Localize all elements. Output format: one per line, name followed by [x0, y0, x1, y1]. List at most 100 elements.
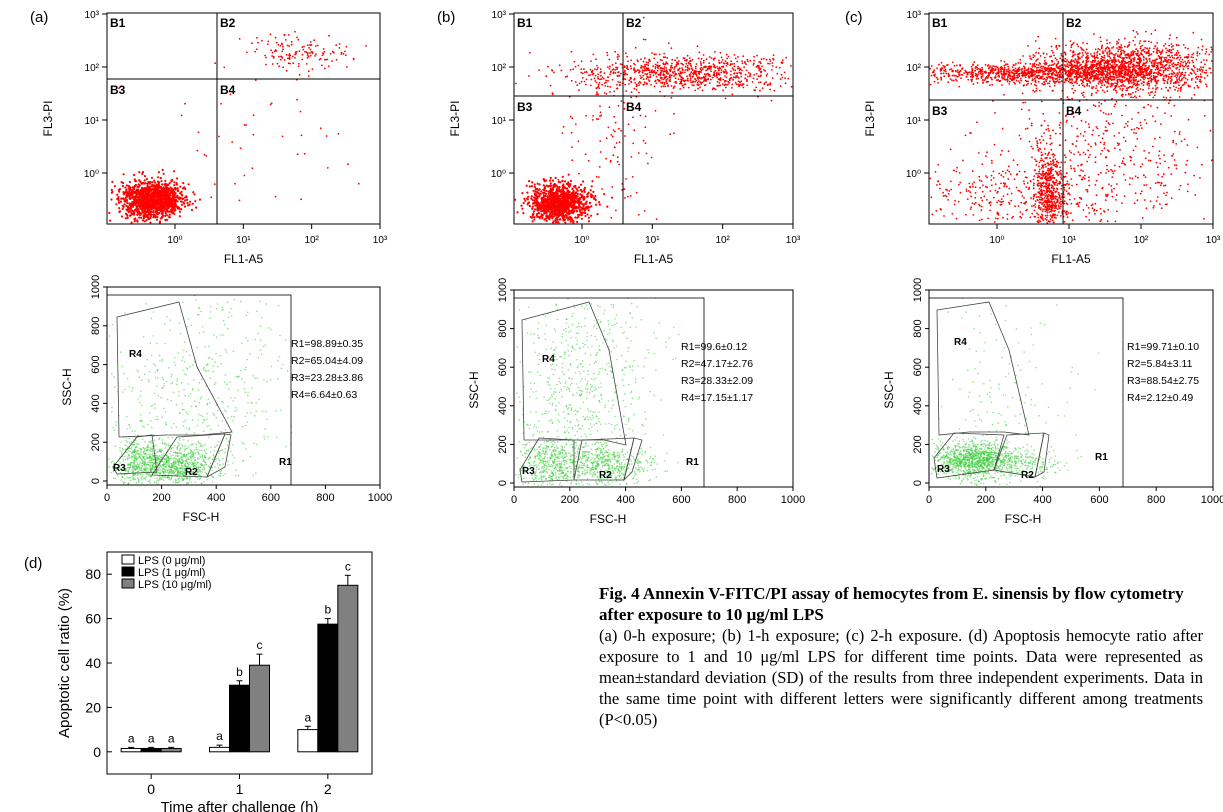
data-point [281, 50, 284, 53]
data-point [1066, 63, 1069, 66]
data-point [1015, 70, 1017, 73]
data-point [661, 81, 664, 84]
data-point [1070, 46, 1073, 49]
data-point [151, 203, 154, 207]
data-point [665, 72, 668, 74]
data-point [766, 73, 768, 75]
data-point [329, 53, 332, 55]
data-point [1029, 55, 1031, 58]
data-point [170, 202, 173, 205]
data-point [1031, 71, 1034, 73]
data-point [638, 91, 640, 94]
x-tick-label: 10² [715, 235, 730, 246]
data-point [1205, 51, 1208, 53]
data-point [561, 193, 564, 196]
data-point [746, 58, 749, 61]
x-tick-label: 10¹ [236, 235, 251, 246]
data-point [1003, 68, 1006, 71]
data-point [1117, 74, 1119, 77]
data-point [1005, 70, 1008, 73]
data-point [969, 75, 972, 78]
x-axis-label: FL1-A5 [224, 252, 264, 266]
data-point [989, 71, 992, 74]
data-point [1084, 78, 1087, 81]
data-point [133, 185, 136, 188]
data-point [150, 176, 154, 179]
data-point [138, 216, 141, 219]
data-point [188, 203, 191, 206]
data-point [172, 212, 175, 215]
data-point [537, 209, 540, 212]
data-point [175, 183, 179, 186]
data-point [612, 129, 615, 132]
data-point [605, 79, 608, 82]
data-point [1077, 69, 1080, 72]
data-point [652, 65, 654, 67]
data-point [696, 81, 699, 84]
data-point [666, 82, 668, 85]
data-point [288, 58, 291, 60]
data-point [738, 67, 741, 70]
data-point [549, 184, 552, 187]
data-point [1176, 75, 1179, 77]
data-point [680, 78, 682, 81]
data-point [660, 66, 662, 69]
data-point [577, 64, 580, 67]
data-point [534, 188, 537, 191]
data-point [304, 50, 306, 53]
data-point [1109, 63, 1112, 66]
data-point [690, 81, 692, 84]
data-point [1087, 67, 1090, 70]
data-point [983, 71, 986, 73]
data-point [947, 81, 950, 84]
data-point [178, 215, 181, 218]
data-point [538, 212, 541, 215]
data-point [1015, 79, 1018, 82]
data-point [1175, 74, 1177, 76]
data-point [148, 185, 151, 188]
data-point [686, 54, 689, 57]
data-point [610, 216, 613, 219]
data-point [725, 62, 728, 65]
data-point [758, 65, 760, 67]
data-point [722, 70, 725, 73]
data-point [133, 200, 136, 203]
data-point [144, 206, 147, 209]
data-point [161, 206, 164, 209]
data-point [681, 68, 684, 71]
data-point [582, 196, 586, 199]
data-point [118, 87, 120, 90]
data-point [278, 55, 280, 58]
data-point [700, 66, 703, 69]
data-point [545, 189, 548, 193]
data-point [1210, 71, 1212, 74]
data-point [698, 73, 701, 76]
data-point [790, 65, 792, 67]
data-point [307, 75, 310, 77]
data-point [684, 69, 687, 71]
data-point [975, 78, 978, 80]
data-point [229, 93, 232, 96]
data-point [345, 66, 348, 68]
data-point [582, 208, 585, 211]
data-point [1007, 67, 1010, 70]
data-point [1021, 75, 1024, 77]
data-point [667, 42, 670, 45]
data-point [997, 72, 1000, 75]
data-point [137, 211, 140, 214]
x-tick-label: 10³ [786, 235, 801, 246]
data-point [673, 70, 676, 73]
data-point [522, 212, 525, 215]
data-point [1134, 91, 1137, 93]
data-point [179, 185, 182, 188]
data-point [169, 189, 172, 192]
data-point [563, 203, 567, 206]
data-point [567, 207, 570, 210]
data-point [133, 211, 136, 214]
data-point [583, 71, 586, 74]
data-point [141, 172, 144, 175]
data-point [594, 198, 597, 202]
data-point [726, 72, 728, 75]
data-point [121, 204, 124, 207]
data-point [732, 76, 735, 79]
